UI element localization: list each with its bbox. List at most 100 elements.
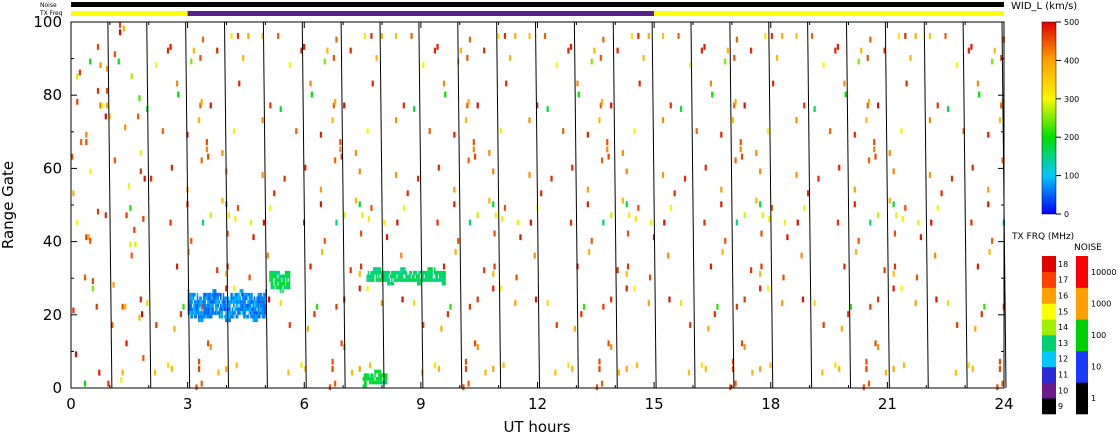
echo-cell <box>905 80 908 87</box>
echo-cell <box>440 274 442 279</box>
echo-cell <box>244 292 247 297</box>
echo-cell <box>766 128 770 134</box>
echo-cell <box>240 307 243 312</box>
echo-cell <box>401 278 404 282</box>
echo-cell <box>256 303 258 308</box>
echo-cell <box>270 285 273 290</box>
echo-cell <box>404 267 406 271</box>
echo-cell <box>401 270 404 275</box>
echo-cell <box>282 278 284 282</box>
echo-cell <box>439 278 441 282</box>
echo-cell <box>207 311 209 315</box>
echo-cell <box>309 263 312 270</box>
echo-cell <box>440 278 442 282</box>
echo-cell <box>492 168 495 175</box>
echo-cell <box>669 102 672 109</box>
echo-cell <box>222 303 225 308</box>
echo-cell <box>230 292 232 297</box>
scan-boundary-line <box>146 21 152 389</box>
echo-cell <box>844 91 847 98</box>
echo-cell <box>956 322 959 328</box>
echo-cell <box>867 157 871 164</box>
echo-cell <box>359 263 363 270</box>
noise-scale-tick-label: 1000 <box>1091 299 1111 308</box>
echo-cell <box>213 296 216 301</box>
echo-cell <box>258 300 261 304</box>
noise-scale-title: NOISE <box>1074 243 1102 253</box>
echo-cell <box>248 274 251 281</box>
echo-cell <box>113 51 116 58</box>
echo-cell <box>288 270 291 275</box>
echo-cell <box>900 128 903 134</box>
echo-cell <box>251 314 253 319</box>
echo-cell <box>860 47 863 54</box>
echo-cell <box>371 270 374 275</box>
txfreq-scale-tick-label: 15 <box>1058 307 1068 316</box>
echo-cell <box>394 117 398 124</box>
echo-cell <box>766 285 770 292</box>
echo-cell <box>795 172 798 178</box>
echo-cell <box>739 146 742 153</box>
echo-cell <box>258 292 261 297</box>
echo-cell <box>188 296 191 301</box>
echo-cell <box>528 32 531 39</box>
echo-cell <box>232 300 235 304</box>
echo-cell <box>380 278 383 282</box>
echo-cell <box>598 366 601 372</box>
echo-cell <box>252 234 255 241</box>
echo-cell <box>934 252 937 259</box>
echo-cell <box>980 311 983 317</box>
echo-cell <box>230 32 233 39</box>
echo-cell <box>239 303 242 308</box>
echo-cell <box>388 270 391 275</box>
x-tick-label: 3 <box>183 395 193 413</box>
echo-cell <box>514 32 517 39</box>
echo-cell <box>245 307 248 312</box>
echo-cell <box>375 380 378 385</box>
echo-cell <box>393 270 396 275</box>
echo-cell <box>625 168 628 175</box>
echo-cell <box>950 175 954 182</box>
txfreq-segment-0 <box>71 11 188 16</box>
echo-cell <box>196 303 199 308</box>
echo-cell <box>98 369 101 376</box>
echo-cell <box>616 47 619 54</box>
echo-cell <box>214 303 217 308</box>
echo-cell <box>422 278 424 282</box>
echo-cell <box>534 296 538 303</box>
echo-cell <box>550 175 553 182</box>
echo-cell <box>453 201 456 208</box>
echo-cell <box>367 215 370 222</box>
echo-cell <box>466 54 469 61</box>
echo-cell <box>501 215 504 222</box>
echo-cell <box>214 296 217 301</box>
echo-cell <box>555 322 558 328</box>
echo-cell <box>610 296 613 303</box>
echo-cell <box>467 157 470 164</box>
echo-cell <box>72 307 75 314</box>
echo-cell <box>476 102 479 109</box>
echo-cell <box>970 219 973 226</box>
echo-cell <box>204 292 207 297</box>
echo-cell <box>415 270 418 275</box>
echo-cell <box>976 263 979 270</box>
echo-cell <box>476 296 479 303</box>
echo-cell <box>379 373 382 378</box>
echo-cell <box>280 285 283 290</box>
echo-cell <box>212 303 214 308</box>
echo-cell <box>209 212 212 219</box>
echo-cell <box>96 87 100 94</box>
echo-cell <box>378 380 380 385</box>
echo-cell <box>446 311 449 317</box>
echo-cell <box>220 292 222 297</box>
echo-cell <box>375 278 378 282</box>
echo-cell <box>196 307 199 312</box>
echo-cell <box>396 270 398 275</box>
echo-cell <box>280 274 283 279</box>
noise-scale-tick-label: 1 <box>1091 394 1096 403</box>
echo-cell <box>883 47 886 54</box>
echo-cell <box>389 274 392 279</box>
echo-cell <box>204 303 207 308</box>
echo-cell <box>647 32 650 39</box>
echo-cell <box>404 270 406 275</box>
